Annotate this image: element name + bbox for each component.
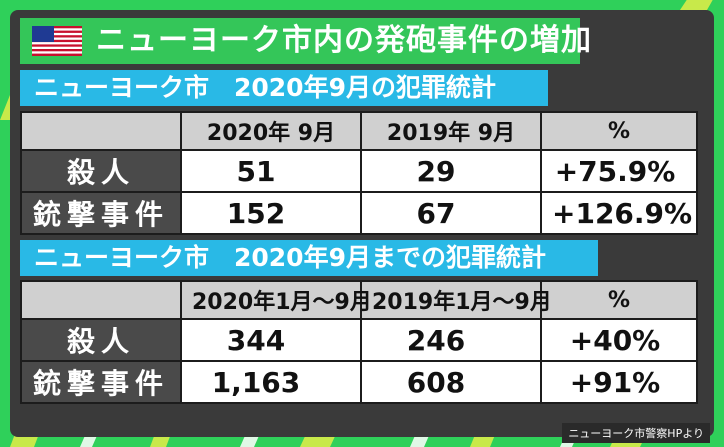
page-title: ニューヨーク市内の発砲事件の増加 <box>96 23 592 58</box>
table-cell: +126.9% <box>540 191 698 235</box>
row-header: 殺人 <box>20 149 182 193</box>
table-cell: 67 <box>360 191 542 235</box>
table-cell: 29 <box>360 149 542 193</box>
row-header: 銃撃事件 <box>20 191 182 235</box>
row-header: 殺人 <box>20 318 182 362</box>
column-header: 2019年1月～9月 <box>360 280 552 320</box>
us-flag-icon <box>32 26 82 56</box>
table-row: 殺人 51 29 +75.9% <box>20 149 698 193</box>
table-cell: +40% <box>540 318 698 362</box>
table-header-row: 2020年 9月 2019年 9月 % <box>20 111 698 151</box>
ytd-stats-table: 2020年1月～9月 2019年1月～9月 % 殺人 344 246 +40% … <box>20 280 698 404</box>
table-cell: 608 <box>360 360 542 404</box>
table-cell: 1,163 <box>180 360 362 404</box>
table-corner-cell <box>20 280 182 320</box>
table-cell: 344 <box>180 318 362 362</box>
column-header: 2019年 9月 <box>360 111 542 151</box>
title-bar: ニューヨーク市内の発砲事件の増加 <box>20 18 591 64</box>
table-cell: 246 <box>360 318 542 362</box>
table-cell: +91% <box>540 360 698 404</box>
table-header-row: 2020年1月～9月 2019年1月～9月 % <box>20 280 698 320</box>
row-header: 銃撃事件 <box>20 360 182 404</box>
table-cell: 152 <box>180 191 362 235</box>
monthly-stats-table: 2020年 9月 2019年 9月 % 殺人 51 29 +75.9% 銃撃事件… <box>20 111 698 235</box>
table-cell: +75.9% <box>540 149 698 193</box>
section-title-monthly: ニューヨーク市 2020年9月の犯罪統計 <box>20 70 548 106</box>
column-header: 2020年1月～9月 <box>180 280 372 320</box>
source-caption: ニューヨーク市警察HPより <box>562 423 710 443</box>
column-header: % <box>540 111 698 151</box>
table-row: 銃撃事件 152 67 +126.9% <box>20 191 698 235</box>
column-header: 2020年 9月 <box>180 111 362 151</box>
table-cell: 51 <box>180 149 362 193</box>
column-header: % <box>540 280 698 320</box>
section-title-ytd: ニューヨーク市 2020年9月までの犯罪統計 <box>20 240 598 276</box>
table-row: 殺人 344 246 +40% <box>20 318 698 362</box>
table-row: 銃撃事件 1,163 608 +91% <box>20 360 698 404</box>
table-corner-cell <box>20 111 182 151</box>
